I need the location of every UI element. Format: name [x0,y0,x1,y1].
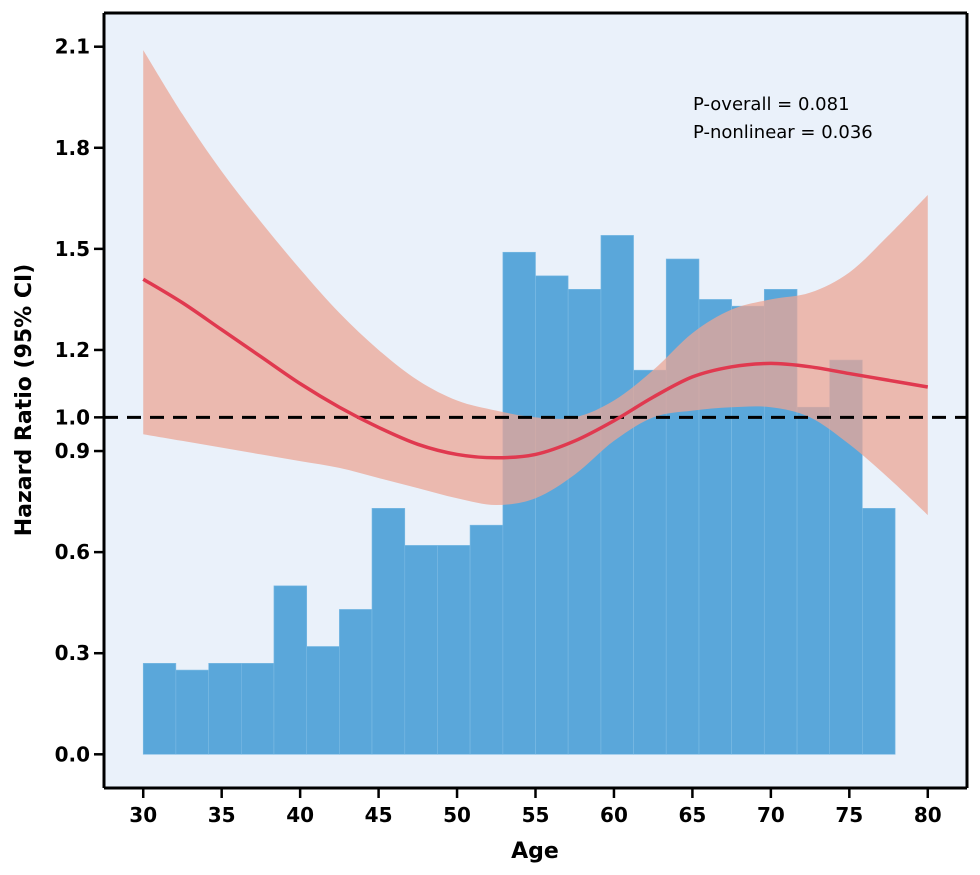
y-tick-label: 1.5 [55,237,90,261]
y-tick-label: 0.6 [55,540,90,564]
confidence-band [143,50,928,516]
y-tick-label: 1.8 [55,136,90,160]
y-tick-label: 1.2 [55,338,90,362]
spline-curve [142,277,929,460]
p-nonlinear-annotation: P-nonlinear = 0.036 [693,122,873,143]
x-tick-label: 55 [522,803,550,827]
histogram-bar [862,508,896,755]
histogram-bar [633,369,667,755]
histogram-bar [371,508,406,755]
x-tick-label: 45 [365,803,393,827]
y-tick-label: 0.3 [55,641,90,665]
x-tick-label: 40 [286,803,314,827]
x-tick-label: 75 [835,803,863,827]
histogram-bar [175,669,209,755]
x-tick-label: 60 [600,803,628,827]
y-tick-label: 0.9 [55,439,90,463]
histogram-bar [535,275,569,755]
histogram-bar [240,663,275,755]
histogram-bar [208,663,242,755]
histogram-bar [567,289,602,755]
y-tick-label: 2.1 [55,35,90,59]
histogram-bar [306,646,340,755]
histogram-bar [404,545,438,755]
y-axis-title: Hazard Ratio (95% CI) [12,264,37,537]
y-tick-label: 1.0 [55,405,90,429]
histogram-bar [142,663,177,755]
x-tick-label: 50 [443,803,471,827]
y-axis-ticks: 0.0 0.3 0.6 0.9 1.0 1.2 1.5 1.8 2.1 [55,35,104,766]
histogram-bar [273,585,308,755]
histogram-bar [600,235,634,755]
x-axis-ticks: 30 35 40 45 50 55 60 65 70 75 80 [129,788,942,827]
x-tick-label: 80 [914,803,942,827]
x-tick-label: 30 [129,803,157,827]
histogram-bar [796,406,831,755]
x-tick-label: 70 [757,803,785,827]
histogram-bar [339,609,373,755]
p-overall-annotation: P-overall = 0.081 [693,94,850,115]
histogram-bar [437,545,471,755]
x-axis-title: Age [511,839,559,864]
y-tick-label: 0.0 [55,742,90,766]
x-tick-label: 35 [208,803,236,827]
x-tick-label: 65 [678,803,706,827]
histogram-bar [469,524,504,755]
